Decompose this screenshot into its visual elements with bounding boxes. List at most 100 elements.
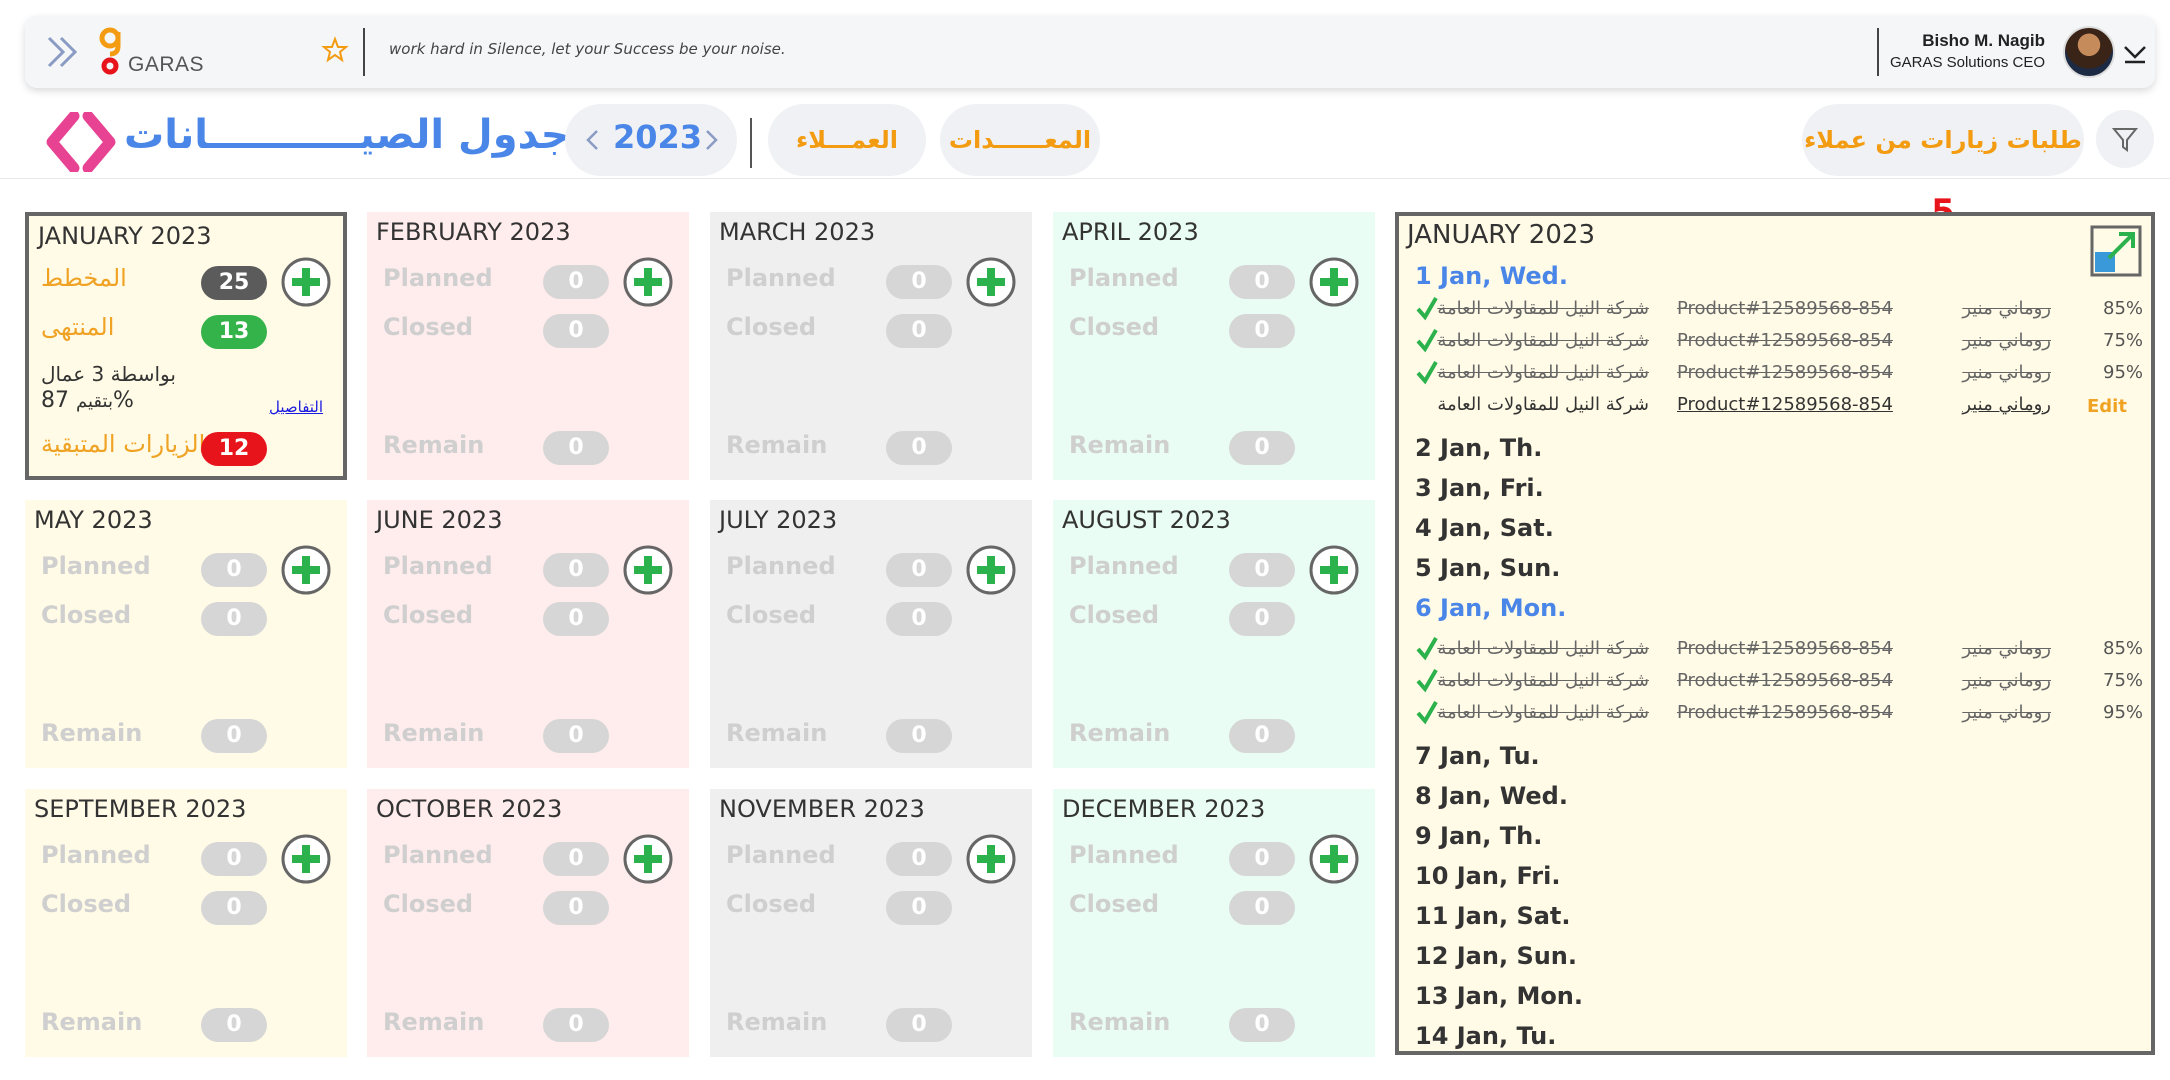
plus-circle-icon[interactable] [965, 256, 1017, 308]
divider [1877, 28, 1879, 76]
plus-circle-icon[interactable] [1308, 256, 1360, 308]
day-header[interactable]: 7 Jan, Tu. [1415, 742, 1540, 770]
closed-count: 0 [1229, 602, 1295, 636]
day-header[interactable]: 8 Jan, Wed. [1415, 782, 1568, 810]
clients-button[interactable]: العمـــلاء [768, 104, 926, 176]
visit-product: Product#12589568-854 [1677, 298, 1893, 319]
user-name: Bisho M. Nagib [1922, 31, 2045, 50]
closed-count: 0 [1229, 891, 1295, 925]
double-chevron-icon[interactable] [41, 30, 85, 74]
day-header[interactable]: 11 Jan, Sat. [1415, 902, 1571, 930]
month-title: FEBRUARY 2023 [376, 218, 571, 246]
month-card-may[interactable]: MAY 2023 Planned 0 Closed 0 Remain 0 [25, 500, 347, 768]
remain-count: 0 [1229, 719, 1295, 753]
month-card-february[interactable]: FEBRUARY 2023 Planned 0 Closed 0 Remain … [367, 212, 689, 480]
visit-row[interactable]: شركة النيل للمقاولات العامة Product#1258… [1415, 666, 2143, 696]
plus-circle-icon[interactable] [1308, 833, 1360, 885]
remain-count: 0 [543, 1008, 609, 1042]
planned-label: Planned [1069, 552, 1179, 580]
planned-count: 0 [201, 842, 267, 876]
visit-requests-button[interactable]: طلبات زيارات من عملاء 5 [1802, 104, 2084, 232]
visit-row[interactable]: شركة النيل للمقاولات العامة Product#1258… [1415, 698, 2143, 728]
plus-circle-icon[interactable] [622, 256, 674, 308]
month-title: DECEMBER 2023 [1062, 795, 1266, 823]
plus-circle-icon[interactable] [280, 833, 332, 885]
day-header[interactable]: 5 Jan, Sun. [1415, 554, 1561, 582]
remain-label: Remain [726, 719, 828, 747]
month-card-december[interactable]: DECEMBER 2023 Planned 0 Closed 0 Remain … [1053, 789, 1375, 1057]
remain-label: Remain [1069, 719, 1171, 747]
edit-button[interactable]: Edit [2087, 396, 2127, 417]
planned-count: 0 [886, 553, 952, 587]
visit-row[interactable]: شركة النيل للمقاولات العامة Product#1258… [1415, 390, 2131, 420]
remain-count: 0 [201, 1008, 267, 1042]
visit-company: شركة النيل للمقاولات العامة [1437, 638, 1649, 659]
month-card-july[interactable]: JULY 2023 Planned 0 Closed 0 Remain 0 [710, 500, 1032, 768]
remain-count: 0 [543, 431, 609, 465]
expand-icon[interactable] [2089, 224, 2143, 278]
planned-label: Planned [726, 841, 836, 869]
month-card-october[interactable]: OCTOBER 2023 Planned 0 Closed 0 Remain 0 [367, 789, 689, 1057]
toolbar-row: جدول الصيـــــــــــانات 2023 العمـــلاء… [0, 100, 2170, 232]
month-card-september[interactable]: SEPTEMBER 2023 Planned 0 Closed 0 Remain… [25, 789, 347, 1057]
chevron-right-icon[interactable] [699, 128, 723, 152]
plus-circle-icon[interactable] [1308, 544, 1360, 596]
plus-circle-icon[interactable] [280, 544, 332, 596]
visit-company: شركة النيل للمقاولات العامة [1437, 394, 1649, 415]
logo-text: GARAS [128, 53, 205, 76]
details-link[interactable]: التفاصيل [269, 398, 324, 416]
day-header[interactable]: 4 Jan, Sat. [1415, 514, 1554, 542]
closed-count: 0 [1229, 314, 1295, 348]
day-header[interactable]: 2 Jan, Th. [1415, 434, 1543, 462]
filter-button[interactable] [2096, 110, 2154, 168]
visit-row[interactable]: شركة النيل للمقاولات العامة Product#1258… [1415, 326, 2143, 356]
planned-label: Planned [726, 264, 836, 292]
planned-count: 0 [543, 553, 609, 587]
visit-row[interactable]: شركة النيل للمقاولات العامة Product#1258… [1415, 358, 2143, 388]
month-title: NOVEMBER 2023 [719, 795, 925, 823]
plus-circle-icon[interactable] [965, 544, 1017, 596]
day-header[interactable]: 1 Jan, Wed. [1415, 262, 1568, 290]
month-card-january[interactable]: JANUARY 2023 المخطط 25 المنتهى 13 بواسطة… [25, 212, 347, 480]
remain-count: 0 [1229, 431, 1295, 465]
check-icon [1416, 700, 1438, 725]
workers-count: بواسطة 3 عمال [41, 362, 176, 386]
plus-circle-icon[interactable] [622, 544, 674, 596]
day-header[interactable]: 14 Jan, Tu. [1415, 1022, 1557, 1050]
visit-technician-link[interactable]: روماني منير [1962, 394, 2051, 415]
month-card-november[interactable]: NOVEMBER 2023 Planned 0 Closed 0 Remain … [710, 789, 1032, 1057]
visit-row[interactable]: شركة النيل للمقاولات العامة Product#1258… [1415, 294, 2143, 324]
remain-label: Remain [41, 1008, 143, 1036]
planned-count: 0 [886, 265, 952, 299]
month-card-march[interactable]: MARCH 2023 Planned 0 Closed 0 Remain 0 [710, 212, 1032, 480]
month-card-june[interactable]: JUNE 2023 Planned 0 Closed 0 Remain 0 [367, 500, 689, 768]
plus-circle-icon[interactable] [965, 833, 1017, 885]
day-header[interactable]: 6 Jan, Mon. [1415, 594, 1567, 622]
day-header[interactable]: 12 Jan, Sun. [1415, 942, 1578, 970]
visit-product-link[interactable]: Product#12589568-854 [1677, 394, 1893, 415]
chevron-down-icon[interactable] [2121, 38, 2149, 66]
plus-circle-icon[interactable] [622, 833, 674, 885]
day-header[interactable]: 9 Jan, Th. [1415, 822, 1543, 850]
separator [0, 178, 2170, 179]
star-icon[interactable] [321, 36, 349, 64]
visit-row[interactable]: شركة النيل للمقاولات العامة Product#1258… [1415, 634, 2143, 664]
detail-title: JANUARY 2023 [1407, 220, 1595, 250]
month-card-april[interactable]: APRIL 2023 Planned 0 Closed 0 Remain 0 [1053, 212, 1375, 480]
day-header[interactable]: 3 Jan, Fri. [1415, 474, 1544, 502]
day-header[interactable]: 10 Jan, Fri. [1415, 862, 1561, 890]
visit-percent: 95% [2103, 362, 2144, 383]
plus-circle-icon[interactable] [280, 256, 332, 308]
divider [363, 28, 365, 76]
month-title: MARCH 2023 [719, 218, 876, 246]
day-header[interactable]: 13 Jan, Mon. [1415, 982, 1584, 1010]
closed-count: 0 [886, 602, 952, 636]
month-card-august[interactable]: AUGUST 2023 Planned 0 Closed 0 Remain 0 [1053, 500, 1375, 768]
closed-count: 0 [886, 891, 952, 925]
planned-label: Planned [383, 552, 493, 580]
chevron-left-icon[interactable] [581, 128, 605, 152]
remain-label: Remain [726, 431, 828, 459]
divider [750, 118, 752, 168]
equipment-button[interactable]: المعــــــدات [940, 104, 1100, 176]
user-avatar[interactable] [2063, 26, 2115, 78]
